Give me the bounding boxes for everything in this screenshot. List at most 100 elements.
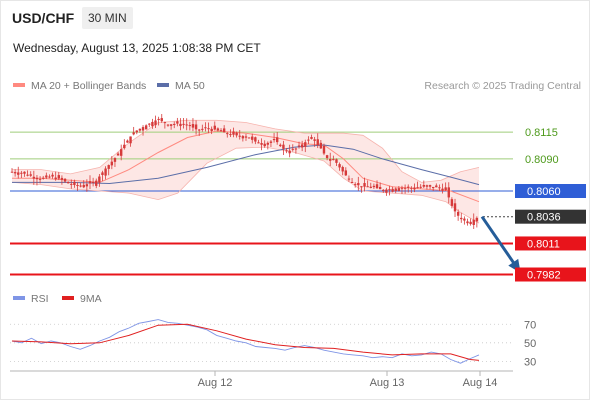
candle-body — [316, 139, 319, 146]
candle-body — [216, 128, 220, 131]
candle-body — [191, 124, 195, 128]
candle-body — [463, 218, 466, 221]
candle-body — [425, 185, 429, 187]
candle-body — [251, 136, 254, 140]
candle-body — [416, 187, 419, 189]
candle-body — [129, 136, 132, 144]
legend-rsi: RSI — [13, 293, 49, 305]
candle-body — [173, 123, 176, 125]
copyright: Research © 2025 Trading Central — [424, 80, 581, 92]
candle-body — [266, 142, 270, 145]
candle-body — [10, 171, 14, 173]
candle-body — [363, 183, 366, 187]
legend-ma50: MA 50 — [157, 80, 205, 92]
candle-body — [107, 165, 110, 169]
candle-body — [126, 140, 129, 143]
candle-body — [353, 184, 357, 186]
candle-body — [300, 144, 304, 148]
candle-body — [91, 181, 95, 183]
candle-body — [279, 144, 282, 147]
candle-body — [391, 188, 394, 192]
candle-body — [388, 189, 391, 191]
time-tick-label: Aug 13 — [370, 377, 405, 389]
candle-body — [441, 188, 444, 191]
candle-body — [160, 118, 163, 122]
rsi-layer: 70 50 30 — [10, 319, 536, 368]
candle-body — [20, 172, 23, 174]
time-tick-label: Aug 12 — [198, 377, 233, 389]
candle-body — [51, 174, 54, 177]
ma20-line — [12, 130, 480, 203]
interval-button[interactable]: 30 MIN — [82, 7, 133, 29]
rsi-tick-30: 30 — [524, 356, 536, 368]
price-level-layer — [10, 131, 513, 276]
candle-body — [241, 136, 245, 139]
candle-body — [310, 137, 313, 139]
candle-body — [288, 150, 291, 154]
candle-body — [400, 187, 404, 189]
candle-body — [410, 187, 413, 189]
candle-body — [260, 143, 263, 145]
candle-body — [144, 125, 148, 130]
candle-body — [335, 159, 338, 163]
candle-body — [48, 176, 51, 178]
candle-body — [154, 120, 157, 126]
candle-body — [247, 137, 251, 139]
candle-body — [382, 189, 385, 191]
moving-average-layer — [11, 119, 480, 224]
candle-body — [475, 217, 479, 222]
candle-body — [213, 125, 216, 130]
candle-body — [297, 145, 301, 147]
candle-body — [397, 188, 401, 191]
candle-body — [347, 178, 351, 180]
candle-body — [403, 187, 407, 189]
candle-body — [229, 134, 232, 136]
legend-ma50-label: MA 50 — [175, 80, 205, 92]
candle-body — [282, 144, 285, 149]
candle-body — [82, 184, 85, 188]
projection-layer — [480, 215, 521, 273]
candle-body — [60, 177, 64, 180]
candle-body — [166, 124, 170, 126]
candle-body — [428, 185, 432, 187]
candle-body — [85, 184, 89, 187]
candle-body — [456, 211, 460, 216]
candle-body — [73, 181, 76, 186]
candle-body — [447, 187, 450, 198]
candle-body — [332, 159, 335, 161]
candle-body — [394, 188, 397, 192]
candle-body — [438, 187, 441, 189]
candle-body — [116, 153, 120, 156]
level-label-bg-0.8036 — [515, 209, 586, 224]
level-label-0.8115: 0.8115 — [525, 127, 558, 139]
level-label-bg-0.7982 — [515, 267, 586, 282]
candle-body — [182, 123, 185, 125]
candle-body — [132, 132, 135, 135]
candle-body — [350, 181, 354, 183]
candle-body — [378, 186, 382, 190]
candle-body — [304, 142, 307, 147]
legend-ma20-label: MA 20 + Bollinger Bands — [31, 80, 147, 92]
price-label-layer: 0.8115 0.8090 0.8060 0.8036 0.8011 0.7982 — [515, 127, 586, 282]
candle-body — [79, 185, 82, 187]
candle-body — [113, 158, 117, 162]
symbol-title: USD/CHF — [12, 10, 75, 26]
candle-body — [151, 121, 154, 127]
candle-body — [366, 186, 369, 188]
candle-body — [322, 145, 326, 154]
ma50-line — [12, 144, 480, 186]
bollinger-band-layer — [12, 120, 479, 224]
candle-body — [17, 172, 20, 175]
candle-body — [431, 186, 435, 189]
candle-body — [23, 171, 26, 174]
legend-ma9-label: 9MA — [80, 293, 102, 305]
candle-body — [257, 142, 260, 144]
candle-body — [41, 177, 45, 179]
candle-body — [285, 150, 288, 152]
candle-body — [460, 217, 463, 220]
candle-body — [104, 168, 107, 176]
candle-body — [98, 176, 101, 183]
bollinger-band — [12, 120, 479, 224]
ma50-swatch-icon — [157, 83, 169, 88]
candle-body — [204, 127, 207, 129]
